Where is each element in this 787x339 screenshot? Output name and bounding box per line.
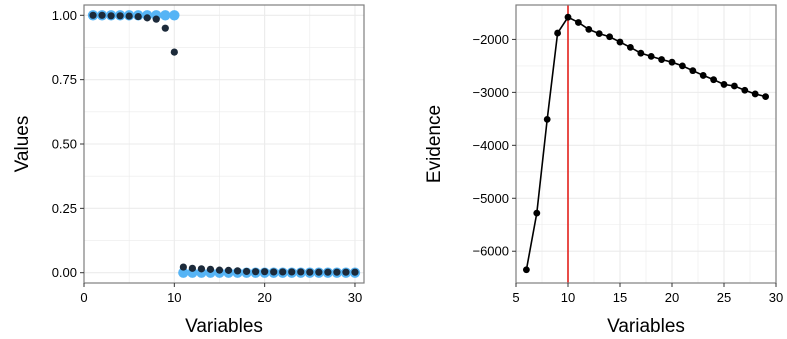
y-tick-label: 0.00: [52, 265, 77, 280]
data-point: [242, 267, 251, 276]
data-point: [261, 268, 269, 276]
data-point: [627, 43, 634, 51]
data-point: [178, 267, 189, 278]
y-tick-label: 0.50: [52, 137, 77, 152]
x-tick-label: 0: [80, 290, 87, 305]
data-point: [668, 58, 676, 66]
data-point: [523, 266, 530, 274]
data-point: [564, 13, 572, 21]
y-tick-label: 0.25: [52, 201, 77, 216]
data-point: [143, 14, 151, 22]
data-point: [351, 268, 359, 276]
data-point: [543, 115, 551, 123]
y-tick-label: 0.75: [52, 72, 77, 87]
data-point: [134, 12, 142, 21]
data-point: [554, 29, 561, 37]
data-point: [169, 10, 180, 21]
data-point: [179, 263, 187, 271]
data-point: [720, 81, 728, 88]
x-tick-label: 25: [717, 290, 731, 305]
data-point: [116, 12, 124, 20]
y-tick-label: −4000: [472, 138, 509, 153]
y-axis-title: Evidence: [424, 105, 445, 183]
x-axis-title: Variables: [607, 316, 685, 337]
data-point: [689, 67, 697, 75]
data-point: [297, 268, 305, 276]
data-point: [616, 38, 624, 46]
y-tick-label: −3000: [472, 85, 509, 100]
x-tick-label: 5: [512, 290, 519, 305]
data-point: [206, 265, 215, 273]
data-point: [270, 268, 278, 276]
x-tick-label: 20: [665, 290, 679, 305]
data-point: [710, 76, 717, 84]
data-point: [306, 268, 314, 276]
data-point: [342, 268, 350, 276]
data-point: [170, 48, 178, 56]
data-point: [224, 266, 233, 274]
x-axis-title: Variables: [185, 316, 263, 337]
data-point: [160, 10, 171, 21]
data-point: [647, 52, 655, 60]
data-point: [533, 209, 541, 217]
y-tick-label: 1.00: [52, 8, 77, 23]
data-point: [699, 72, 707, 79]
data-point: [197, 265, 206, 273]
x-tick-label: 10: [561, 290, 575, 305]
values-plot-panel: 0 10 20 30 0.00 0.25 0.50 0.75 1.00 Variables Valu…: [12, 4, 365, 337]
data-point: [152, 15, 160, 23]
data-point: [324, 268, 332, 276]
data-point: [188, 264, 196, 272]
data-point: [252, 268, 260, 276]
data-point: [606, 33, 613, 41]
data-point: [215, 266, 224, 274]
data-point: [315, 268, 323, 276]
data-point: [595, 30, 603, 37]
data-point: [89, 11, 97, 19]
x-tick-label: 30: [348, 290, 362, 305]
data-point: [288, 268, 296, 276]
data-point: [751, 90, 759, 98]
x-tick-label: 30: [769, 290, 783, 305]
data-point: [107, 12, 115, 20]
data-point: [762, 93, 769, 101]
y-tick-label: −2000: [472, 32, 509, 47]
evidence-plot-panel: 5 10 15 20 25 30 −6000 −5000 −4000 −3000 −2000 Vari…: [424, 4, 783, 337]
y-tick-label: −5000: [472, 191, 509, 206]
x-tick-label: 10: [167, 290, 181, 305]
data-point: [658, 56, 665, 63]
x-tick-label: 20: [257, 290, 271, 305]
x-tick-label: 15: [613, 290, 627, 305]
data-point: [161, 24, 169, 32]
y-tick-label: −6000: [472, 244, 509, 259]
data-point: [125, 12, 133, 20]
data-point: [575, 19, 582, 26]
data-point: [98, 11, 106, 19]
panel-border: [515, 4, 777, 284]
data-point: [637, 49, 645, 57]
data-point: [585, 25, 593, 33]
y-axis-title: Values: [12, 116, 33, 173]
series-dark: [89, 11, 359, 276]
data-point: [679, 62, 686, 70]
data-point: [233, 267, 242, 275]
data-point: [731, 82, 738, 90]
data-point: [333, 268, 341, 276]
data-point: [741, 86, 749, 94]
data-point: [279, 268, 287, 276]
